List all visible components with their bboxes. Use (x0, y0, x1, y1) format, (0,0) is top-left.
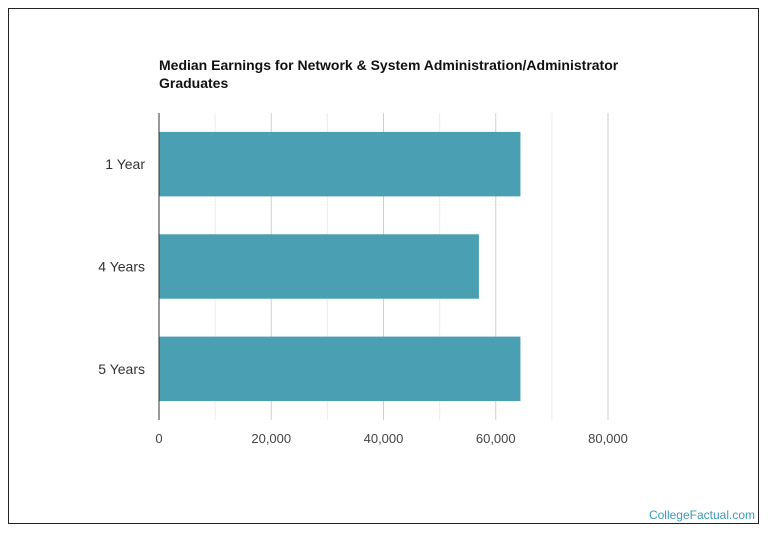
category-label: 5 Years (98, 361, 145, 377)
x-tick-label: 60,000 (476, 431, 516, 446)
watermark[interactable]: CollegeFactual.com (648, 508, 755, 522)
bars (159, 131, 521, 402)
x-tick-label: 40,000 (364, 431, 404, 446)
x-tick-label: 80,000 (588, 431, 628, 446)
category-labels: 1 Year 4 Years 5 Years (98, 156, 145, 377)
chart-title: Median Earnings for Network & System Adm… (159, 57, 619, 91)
category-label: 4 Years (98, 259, 145, 275)
bar-5-years[interactable] (159, 336, 521, 402)
bar-4-years[interactable] (159, 234, 479, 299)
bar-1-year[interactable] (159, 131, 521, 197)
x-tick-labels: 0 20,000 40,000 60,000 80,000 (155, 431, 628, 446)
x-tick-label: 20,000 (251, 431, 291, 446)
x-tick-label: 0 (155, 431, 162, 446)
category-label: 1 Year (105, 156, 145, 172)
